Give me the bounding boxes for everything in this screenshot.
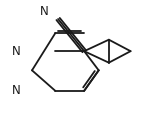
Text: N: N xyxy=(40,5,49,18)
Text: N: N xyxy=(12,84,20,97)
Text: N: N xyxy=(12,45,20,58)
